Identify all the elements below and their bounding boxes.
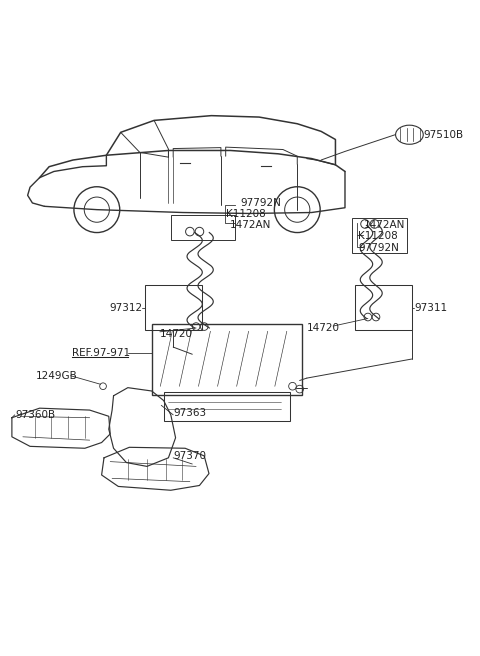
Text: 97792N: 97792N — [240, 198, 281, 208]
Text: K11208: K11208 — [359, 232, 398, 241]
Text: 1249GB: 1249GB — [36, 371, 77, 380]
Text: K11208: K11208 — [226, 209, 265, 219]
Text: 97510B: 97510B — [424, 130, 464, 140]
Text: 14720: 14720 — [160, 329, 193, 339]
Text: 97311: 97311 — [414, 303, 447, 313]
Text: 97360B: 97360B — [16, 410, 56, 420]
Text: 97792N: 97792N — [359, 243, 399, 253]
Text: 14720: 14720 — [307, 323, 340, 333]
Text: 97312: 97312 — [109, 303, 142, 313]
Text: REF.97-971: REF.97-971 — [72, 348, 130, 358]
Text: 1472AN: 1472AN — [229, 220, 271, 230]
Text: 1472AN: 1472AN — [364, 220, 406, 230]
Text: 97370: 97370 — [173, 451, 206, 461]
Text: 97363: 97363 — [173, 408, 206, 418]
